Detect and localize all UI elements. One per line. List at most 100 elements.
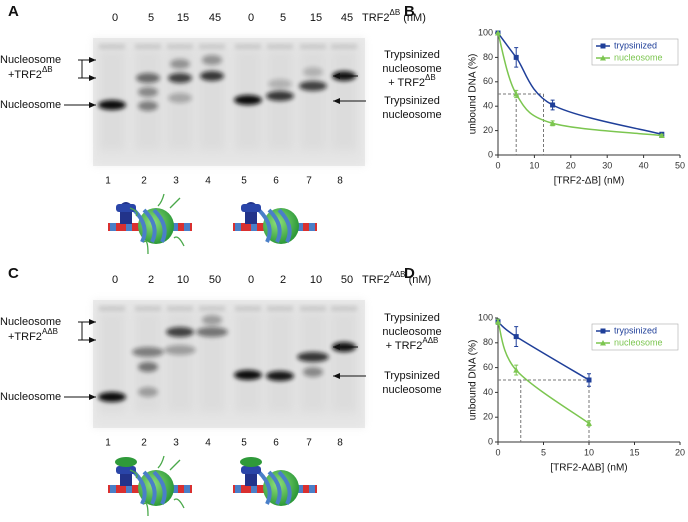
data-point (513, 334, 519, 340)
dna-repeat (184, 223, 190, 231)
nucleosome-cartoon (233, 202, 317, 244)
gel-band (303, 67, 323, 77)
concentration-title: TRF2AΔB (nM) (362, 270, 431, 286)
dna-wrap (277, 208, 292, 243)
label-main: + TRF2 (386, 340, 423, 352)
label-sup: AΔB (422, 336, 438, 345)
gel-well (167, 44, 193, 49)
dna-wrap (277, 470, 292, 505)
right-label: Trypsinized (384, 95, 440, 107)
lane-number: 5 (241, 438, 247, 449)
dna-wrap (152, 208, 167, 243)
gel-well (135, 306, 161, 311)
label-main: + TRF2 (388, 77, 425, 89)
dna-repeat (110, 485, 116, 493)
label-main: +TRF2 (8, 69, 42, 81)
histone-tail (169, 197, 181, 209)
legend-box (591, 38, 679, 66)
x-tick-label: 10 (584, 447, 594, 457)
gel-smear (235, 312, 261, 412)
gel-well (235, 306, 261, 311)
data-point (549, 120, 556, 126)
gel-band (136, 73, 160, 83)
dna-wrap (257, 470, 272, 505)
gel-band (170, 59, 190, 69)
data-point (586, 420, 592, 426)
x-tick-label: 5 (541, 447, 546, 457)
y-tick-label: 0 (488, 149, 493, 159)
trf2-dimer (116, 204, 136, 212)
histone-tail (169, 459, 181, 471)
x-axis-label: [TRF2-ΔB] (nM) (554, 176, 625, 187)
trf2-dimer (241, 204, 261, 212)
gel-band (268, 79, 292, 89)
title-unit: (nM) (406, 274, 432, 286)
x-tick-label: 30 (602, 160, 612, 170)
legend-label: nucleosome (614, 52, 663, 62)
histone-tail (129, 207, 138, 217)
dna-repeat (235, 223, 241, 231)
trf2-a-domain (240, 457, 262, 467)
right-label: nucleosome (382, 384, 441, 396)
gel-well (199, 44, 225, 49)
gel-smear (300, 50, 326, 150)
concentration-label: 15 (310, 12, 322, 24)
dna-repeat (172, 223, 178, 231)
gel-well (99, 306, 125, 311)
legend-marker (600, 55, 606, 61)
lane-number: 4 (205, 438, 211, 449)
concentration-label: 2 (280, 274, 286, 286)
dna-repeat (126, 223, 132, 231)
concentration-label: 50 (209, 274, 221, 286)
lane-number: 8 (337, 176, 343, 187)
y-tick-label: 20 (483, 412, 493, 422)
lane-number: 6 (273, 438, 279, 449)
data-point (513, 91, 520, 97)
data-point (495, 30, 501, 36)
label-main: +TRF2 (8, 331, 42, 343)
histone-tail (129, 469, 138, 479)
lane-number: 2 (141, 438, 147, 449)
dna-wrap (142, 208, 157, 243)
x-tick-label: 40 (639, 160, 649, 170)
gel-well (300, 306, 326, 311)
dna-wrap (142, 470, 157, 505)
histone-tail (157, 193, 165, 207)
gel-well (331, 306, 357, 311)
legend-marker (600, 340, 606, 346)
gel-smear (267, 312, 293, 412)
fit-curve (497, 32, 662, 137)
gel-band (202, 55, 222, 65)
lane-number: 8 (337, 438, 343, 449)
histone-tail (173, 236, 185, 247)
gel-well (99, 44, 125, 49)
gel-well (167, 306, 193, 311)
lane-number: 2 (141, 176, 147, 187)
dna-repeat (126, 485, 132, 493)
x-tick-label: 20 (675, 447, 685, 457)
gel-well (331, 44, 357, 49)
trf2-a-domain (115, 457, 137, 467)
legend-label: nucleosome (614, 337, 663, 347)
title-sup: AΔB (390, 270, 406, 279)
x-tick-label: 0 (495, 447, 500, 457)
lane-number: 3 (173, 176, 179, 187)
dna-wrap (267, 208, 282, 243)
concentration-label: 45 (341, 12, 353, 24)
bracket (78, 321, 83, 341)
histone-tail (157, 455, 165, 469)
lane-number: 3 (173, 438, 179, 449)
panel-letter: D (404, 265, 415, 282)
nucleosome-cartoon (233, 457, 317, 506)
legend-marker (600, 43, 606, 49)
right-label: nucleosome (382, 109, 441, 121)
gel-well (199, 306, 225, 311)
gel-band (168, 93, 192, 103)
lane-number: 1 (105, 438, 111, 449)
title-main: TRF2 (362, 274, 390, 286)
right-label: nucleosome (382, 326, 441, 338)
gel-band (234, 95, 262, 105)
lane-number: 7 (306, 438, 312, 449)
